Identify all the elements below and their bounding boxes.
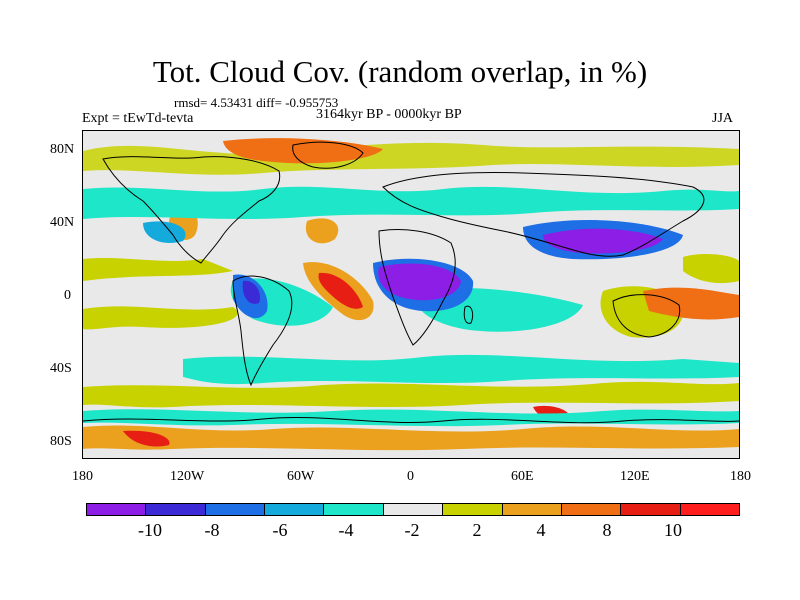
stats-text: rmsd= 4.53431 diff= -0.955753 [174,95,339,110]
band-yellow-s-ocean [83,381,739,408]
ytick-40s: 40S [50,361,72,376]
xtick-180-right: 180 [730,469,751,484]
coast-south-america [232,275,293,387]
colorbar-swatch-3 [265,504,325,515]
band-yellow-pacific-s [83,306,238,330]
patch-orange-n-atlantic [305,218,339,244]
colorbar-swatch-9 [621,504,681,515]
coast-europe-asia [382,172,705,257]
colorbar-label-neg10: -10 [138,520,162,540]
xtick-60w: 60W [287,469,315,484]
coast-australia [612,294,681,338]
band-cyan-antarctic [83,409,739,427]
colorbar-swatch-7 [502,504,562,515]
patch-red-antarctic-1 [123,430,170,447]
colorbar-label-2: 2 [472,520,482,540]
colorbar-swatch-2 [205,504,266,515]
coast-north-america [102,156,281,264]
patch-purple-s-america [242,280,261,304]
ytick-80s: 80S [50,434,72,449]
colorbar [86,503,740,516]
colorbar-label-8: 8 [602,520,612,540]
colorbar-swatch-4 [324,504,384,515]
ytick-0: 0 [64,288,71,303]
colorbar-swatch-8 [561,504,622,515]
patch-yellow-pacific-e [683,254,739,284]
colorbar-label-neg2: -2 [404,520,420,540]
band-yellow-tropics [83,258,233,281]
xtick-120w: 120W [170,469,205,484]
coast-greenland [292,141,364,169]
experiment-label: Expt = tEwTd-tevta [82,111,194,126]
band-yellow-arctic [83,142,739,175]
colorbar-label-neg6: -6 [272,520,288,540]
coastlines [83,141,739,424]
coast-madagascar [463,305,474,324]
patch-red-atlantic [318,272,363,309]
patch-orange-w-pacific [643,287,739,320]
xtick-180-left: 180 [72,469,93,484]
period-label: 3164kyr BP - 0000kyr BP [316,107,462,122]
map-panel [82,130,740,459]
colorbar-swatch-1 [146,504,206,515]
colorbar-label-4: 4 [536,520,546,540]
anomaly-map [83,131,739,458]
xtick-0: 0 [407,469,414,484]
patch-purple-africa [378,263,461,301]
colorbar-swatch-6 [443,504,503,515]
ytick-40n: 40N [50,215,75,230]
xtick-60e: 60E [511,469,534,484]
colorbar-label-neg8: -8 [204,520,220,540]
patch-orange-antarctic [83,425,739,451]
xtick-120e: 120E [620,469,650,484]
colorbar-swatch-5 [383,504,444,515]
patch-purple-asia [543,228,663,254]
band-cyan-s-ocean [183,354,739,385]
colorbar-swatch-0 [87,504,147,515]
season-label: JJA [712,111,734,126]
colorbar-label-neg4: -4 [338,520,354,540]
colorbar-swatch-10 [680,504,739,515]
colorbar-label-10: 10 [664,520,682,540]
ytick-80n: 80N [50,142,75,157]
plot-title: Tot. Cloud Cov. (random overlap, in %) [152,54,648,89]
coast-antarctica [83,417,739,424]
coast-africa [378,229,456,346]
